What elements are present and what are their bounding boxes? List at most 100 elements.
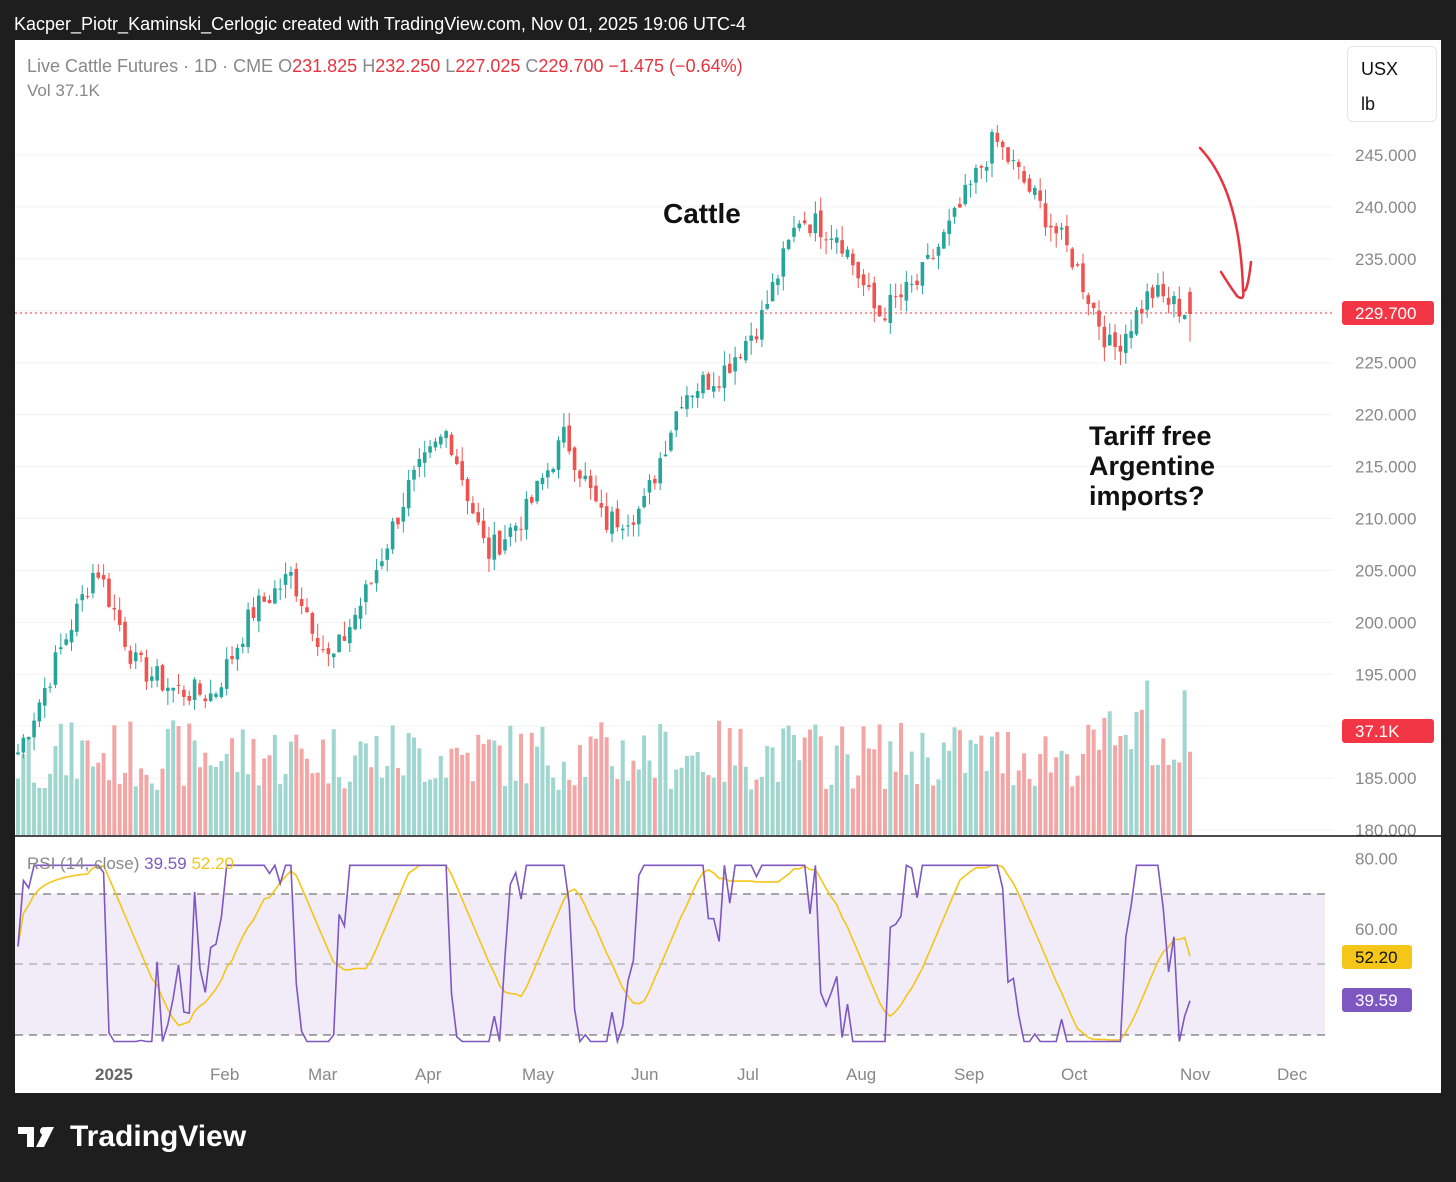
candle-body [851,253,855,266]
candle-body [85,596,90,598]
volume-bar [593,738,598,835]
volume-bar [187,723,192,835]
candle-body [321,649,325,651]
candle-body [48,686,52,688]
candle-body [690,395,695,398]
candle-body [203,698,208,702]
symbol-label: Live Cattle Futures · 1D · CME [27,56,274,76]
candle-body [610,511,614,534]
candle-body [888,294,893,323]
volume-bar [899,722,904,835]
candle-body [792,227,796,237]
volume-bar [197,767,202,835]
volume-bar [32,782,37,835]
candle-body [695,391,700,398]
quantity-unit[interactable]: lb [1361,94,1376,114]
candle-body [492,534,497,560]
volume-bar [160,768,165,835]
candle-body [1038,190,1042,201]
candle-body [1156,284,1160,297]
ohlc-legend: Live Cattle Futures · 1D · CME O231.825 … [27,56,743,77]
volume-bar [722,781,727,835]
candle-body [674,411,679,431]
candle-body [1054,226,1059,234]
candle-body [176,684,181,686]
volume-bar [1022,753,1027,835]
volume-bar [235,772,240,835]
candle-body [1097,310,1101,327]
candle-body [1102,326,1107,348]
candle-body [931,257,935,259]
candle-body [909,283,914,285]
volume-bar [144,774,149,835]
volume-bar [251,739,256,835]
volume-bar [524,783,529,835]
candle-body [604,506,609,530]
candle-body [1065,226,1069,246]
volume-bar [791,734,796,835]
volume-bar [775,781,780,835]
candle-body [942,232,946,249]
time-axis-label: 2025 [95,1065,133,1084]
candle-body [380,561,384,567]
volume-bar [529,732,534,835]
volume-bar [909,751,914,835]
candle-body [754,336,759,340]
candle-body [529,497,534,503]
volume-bar [267,755,272,835]
volume-bar [642,735,647,835]
volume-bar [85,740,90,835]
candle-body [647,480,652,493]
volume-bar [551,777,556,835]
rsi-ma-badge [1342,945,1412,969]
low-label: L [445,56,456,76]
volume-bar [1064,754,1069,835]
volume-bar [1048,772,1053,835]
candle-body [818,210,823,238]
rsi-legend: RSI (14, close) 39.59 52.20 [27,854,234,874]
volume-bar [829,784,834,835]
candle-body [390,521,395,550]
candle-body [471,503,475,514]
candle-body [406,480,411,509]
candle-body [546,470,550,478]
time-axis-label: Jul [737,1065,759,1084]
volume-bar [626,780,631,835]
candle-body [481,520,486,539]
volume-bar [952,727,957,835]
volume-bar [920,733,925,835]
currency-unit[interactable]: USX [1361,59,1399,79]
volume-bar [973,743,978,835]
volume-bar [749,789,754,835]
volume-bar [171,720,176,835]
volume-bar [230,738,235,835]
volume-bar [1145,680,1150,835]
candle-body [685,395,689,409]
candle-body [75,603,79,632]
volume-bar [315,772,320,835]
volume-bar [984,770,989,835]
volume-bar [128,721,133,835]
volume-bar [486,739,491,835]
chart-panel[interactable]: 245.000240.000235.000230.000225.000220.0… [15,40,1441,1093]
volume-bar [1113,745,1118,835]
volume-bar [454,747,459,835]
volume-bar [845,754,850,835]
open-label: O [278,56,293,76]
chart-canvas[interactable]: 245.000240.000235.000230.000225.000220.0… [15,40,1441,1093]
volume-bar [781,728,786,835]
volume-bar [850,788,855,835]
volume-bar [1150,765,1155,835]
candle-body [1134,310,1139,335]
volume-bar [90,766,95,835]
candle-body [107,578,111,607]
unit-selector[interactable]: USX lb [1347,46,1437,122]
volume-bar [818,736,823,835]
volume-bar [433,778,438,835]
candle-body [856,262,861,279]
volume-bar [374,736,379,835]
candle-body [160,665,165,691]
candle-body [347,627,352,644]
candle-body [738,357,743,359]
volume-bar [941,742,946,835]
